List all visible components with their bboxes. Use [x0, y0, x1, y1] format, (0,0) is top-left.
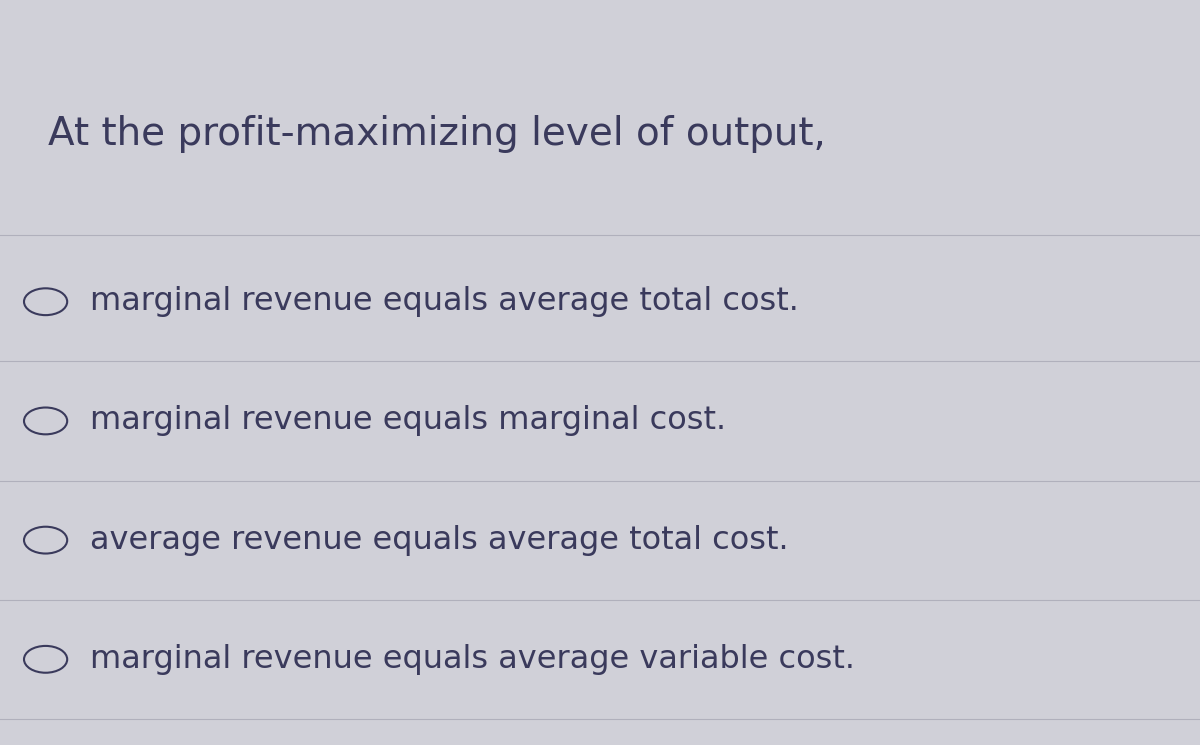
Text: average revenue equals average total cost.: average revenue equals average total cos… — [90, 524, 788, 556]
Text: marginal revenue equals marginal cost.: marginal revenue equals marginal cost. — [90, 405, 726, 437]
Text: marginal revenue equals average total cost.: marginal revenue equals average total co… — [90, 286, 799, 317]
Text: marginal revenue equals average variable cost.: marginal revenue equals average variable… — [90, 644, 854, 675]
Text: At the profit-maximizing level of output,: At the profit-maximizing level of output… — [48, 115, 826, 153]
